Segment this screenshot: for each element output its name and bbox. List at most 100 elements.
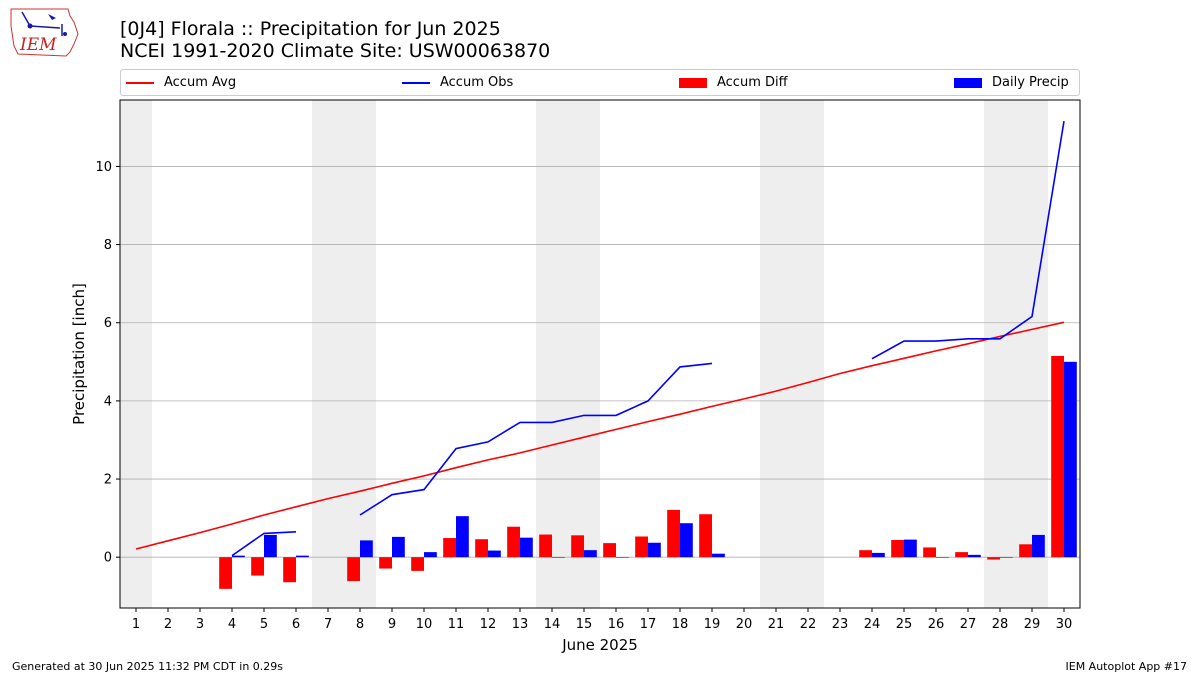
x-tick-label: 29 — [1024, 617, 1041, 632]
daily-precip-bar — [904, 539, 917, 558]
x-tick-label: 2 — [164, 617, 172, 632]
accum-diff-bar — [379, 557, 392, 569]
daily-precip-bar — [552, 557, 565, 558]
accum-diff-bars — [219, 355, 1064, 589]
y-tick-label: 2 — [104, 473, 112, 488]
x-tick-label: 23 — [832, 617, 849, 632]
y-tick-label: 6 — [104, 316, 112, 331]
legend-item-accum-obs: Accum Obs — [402, 70, 513, 95]
daily-precip-bar — [424, 552, 437, 558]
accum-obs-line — [871, 120, 1065, 360]
y-axis-label: Precipitation [inch] — [70, 283, 88, 425]
legend-label-accum-avg: Accum Avg — [164, 75, 237, 90]
legend-item-accum-diff: Accum Diff — [679, 70, 788, 95]
accum-diff-bar — [603, 543, 616, 558]
accum-lines — [135, 120, 1065, 557]
x-tick-label: 20 — [736, 617, 753, 632]
title-line-2: NCEI 1991-2020 Climate Site: USW00063870 — [120, 40, 551, 62]
x-tick-label: 17 — [640, 617, 657, 632]
accum-diff-bar — [283, 557, 296, 583]
daily-precip-bar — [968, 554, 981, 558]
legend-swatch-accum-avg — [126, 81, 154, 84]
accum-diff-bar — [923, 547, 936, 558]
weekend-band — [568, 100, 600, 608]
x-tick-label: 28 — [992, 617, 1009, 632]
daily-precip-bar — [872, 552, 885, 558]
accum-avg-line — [135, 321, 1065, 550]
grid-lines — [120, 166, 1080, 558]
x-tick-label: 26 — [928, 617, 945, 632]
x-tick-label: 1 — [132, 617, 140, 632]
weekend-band — [792, 100, 824, 608]
x-tick-label: 12 — [480, 617, 497, 632]
weekend-band — [120, 100, 152, 608]
x-tick-label: 6 — [292, 617, 300, 632]
accum-diff-bar — [987, 557, 1000, 560]
daily-precip-bar — [616, 557, 629, 558]
x-tick-label: 25 — [896, 617, 913, 632]
daily-precip-bar — [680, 523, 693, 558]
legend-label-daily-precip: Daily Precip — [992, 75, 1069, 90]
accum-diff-bar — [1019, 544, 1032, 558]
weekend-band — [760, 100, 792, 608]
accum-diff-bar — [347, 557, 360, 582]
y-tick-label: 0 — [104, 551, 112, 566]
daily-precip-bar — [520, 537, 533, 558]
accum-diff-bar — [635, 536, 648, 558]
x-tick-label: 18 — [672, 617, 689, 632]
footer-app: IEM Autoplot App #17 — [1065, 660, 1188, 673]
accum-diff-bar — [859, 550, 872, 558]
accum-diff-bar — [475, 539, 488, 558]
x-tick-label: 21 — [768, 617, 785, 632]
accum-obs-line — [231, 531, 297, 557]
daily-precip-bar — [360, 540, 373, 558]
accum-diff-bar — [955, 552, 968, 558]
daily-precip-bar — [296, 555, 309, 558]
daily-precip-bar — [936, 557, 949, 558]
x-tick-label: 27 — [960, 617, 977, 632]
daily-precip-bar — [456, 516, 469, 558]
x-tick-label: 22 — [800, 617, 817, 632]
daily-precip-bar — [648, 542, 661, 558]
accum-diff-bar — [891, 540, 904, 558]
logo-text: IEM — [19, 35, 57, 55]
daily-precip-bar — [488, 550, 501, 558]
x-tick-label: 5 — [260, 617, 268, 632]
x-tick-label: 13 — [512, 617, 529, 632]
x-tick-label: 3 — [196, 617, 204, 632]
daily-precip-bar — [1000, 557, 1013, 558]
y-tick-label: 10 — [95, 160, 112, 175]
daily-precip-bars — [232, 361, 1077, 558]
accum-diff-bar — [219, 557, 232, 589]
daily-precip-bar — [232, 555, 245, 558]
daily-precip-bar — [1032, 534, 1045, 558]
chart-legend: Accum Avg Accum Obs Accum Diff Daily Pre… — [120, 69, 1080, 96]
daily-precip-bar — [1064, 361, 1077, 558]
accum-obs-line — [359, 362, 713, 516]
title-line-1: [0J4] Florala :: Precipitation for Jun 2… — [120, 18, 501, 40]
footer-generated: Generated at 30 Jun 2025 11:32 PM CDT in… — [12, 660, 284, 673]
accum-diff-bar — [699, 514, 712, 558]
weekend-shading — [120, 100, 1048, 608]
weekend-band — [984, 100, 1016, 608]
x-tick-label: 14 — [544, 617, 561, 632]
legend-swatch-accum-diff — [679, 77, 707, 88]
accum-diff-bar — [571, 535, 584, 558]
accum-diff-bar — [443, 538, 456, 558]
x-tick-label: 16 — [608, 617, 625, 632]
x-tick-label: 11 — [448, 617, 465, 632]
plot-frame — [119, 99, 1081, 609]
accum-diff-bar — [411, 557, 424, 571]
weekend-band — [1016, 100, 1048, 608]
legend-item-daily-precip: Daily Precip — [954, 70, 1069, 95]
daily-precip-bar — [712, 553, 725, 558]
x-tick-label: 8 — [356, 617, 364, 632]
daily-precip-bar — [392, 536, 405, 558]
x-tick-label: 19 — [704, 617, 721, 632]
legend-label-accum-obs: Accum Obs — [440, 75, 514, 90]
legend-swatch-daily-precip — [954, 77, 982, 88]
axis-ticks: 1 2 3 4 5 6 7 8 9 10 11 12 13 14 15 16 17 18 19 20 21 22 23 24 2… — [95, 160, 1072, 632]
legend-swatch-accum-obs — [402, 81, 430, 84]
weekend-band — [344, 100, 376, 608]
